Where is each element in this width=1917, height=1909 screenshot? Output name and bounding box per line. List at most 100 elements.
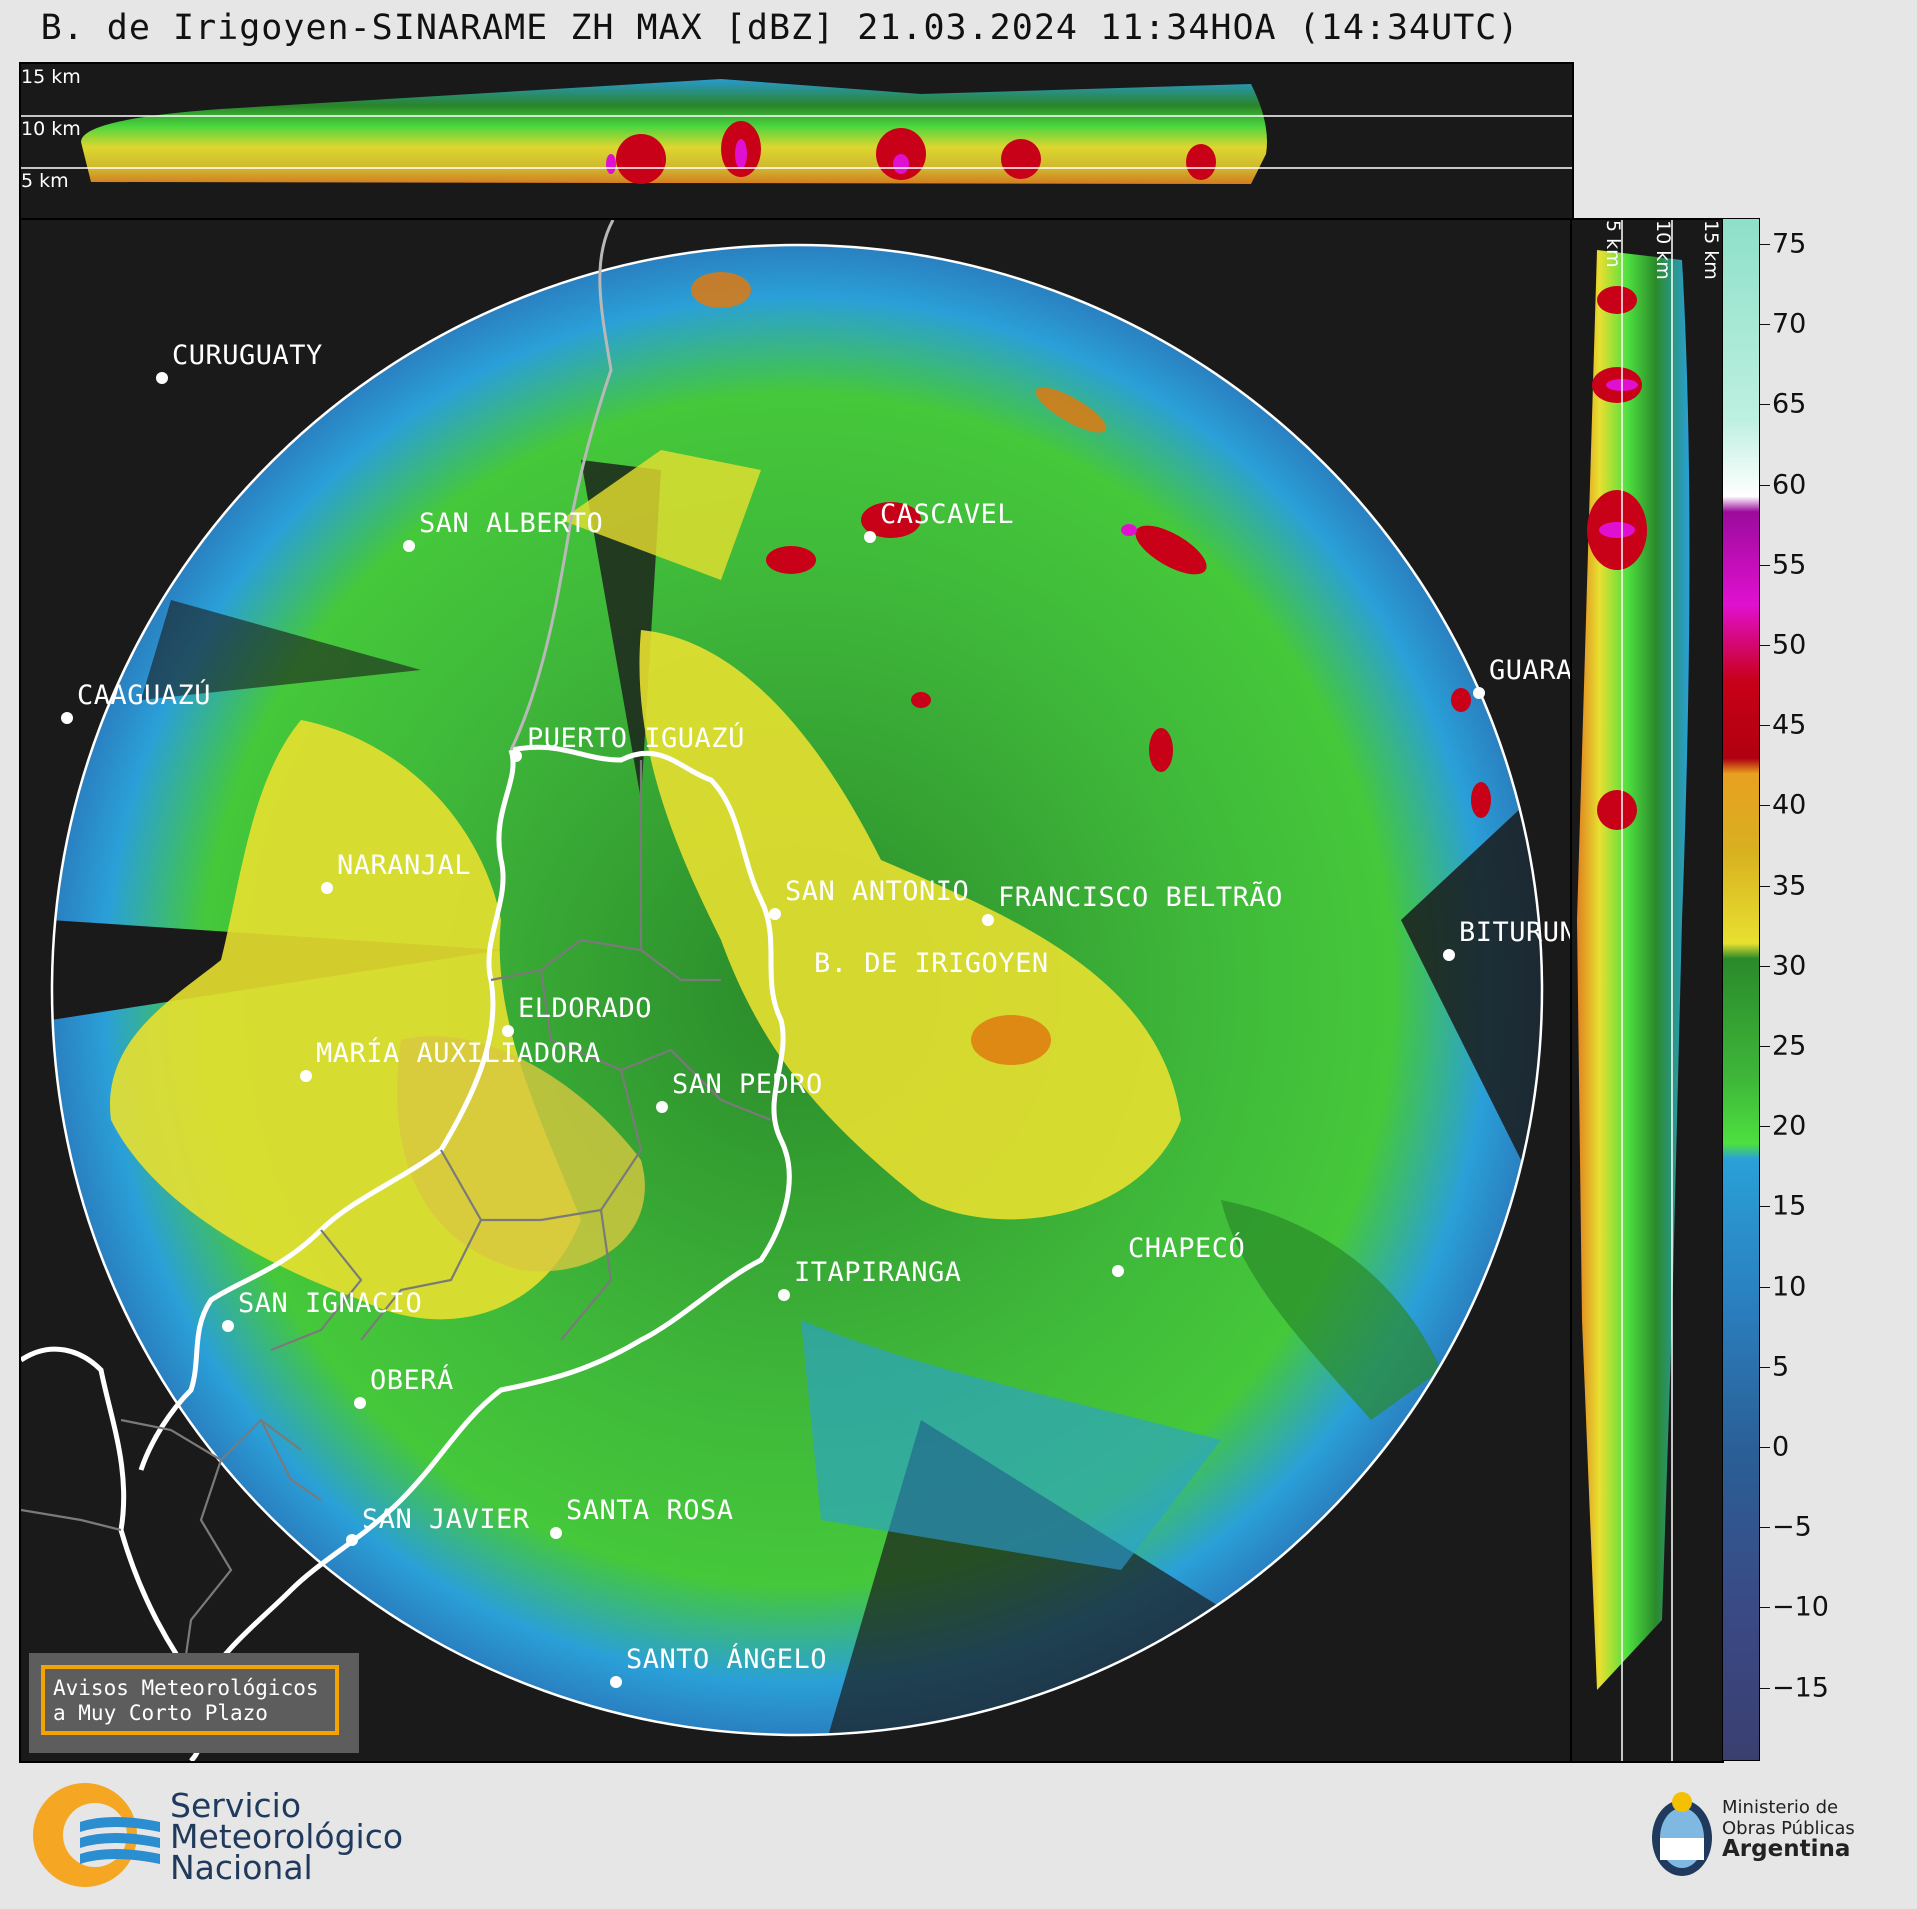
city-marker-bituruna bbox=[1443, 949, 1455, 961]
colorbar-tick bbox=[1760, 1366, 1770, 1368]
colorbar-tick-label: −5 bbox=[1772, 1511, 1812, 1543]
city-label-chapeco: CHAPECÓ bbox=[1128, 1233, 1246, 1264]
colorbar-tick-label: 0 bbox=[1772, 1431, 1790, 1463]
colorbar-tick bbox=[1760, 1286, 1770, 1288]
city-marker-santo-angelo bbox=[610, 1676, 622, 1688]
city-label-cascavel: CASCAVEL bbox=[880, 499, 1015, 530]
right-cross-section: 5 km 10 km 15 km bbox=[1570, 218, 1724, 1763]
colorbar-tick-label: 50 bbox=[1772, 629, 1807, 661]
altitude-label-5km: 5 km bbox=[21, 170, 69, 192]
colorbar-tick bbox=[1760, 885, 1770, 887]
city-label-san-ignacio: SAN IGNACIO bbox=[238, 1288, 423, 1319]
colorbar-tick bbox=[1760, 324, 1770, 326]
colorbar-tick-label: 10 bbox=[1772, 1271, 1807, 1303]
colorbar-tick bbox=[1760, 645, 1770, 646]
right-altitude-15km: 15 km bbox=[1700, 220, 1722, 280]
colorbar-tick bbox=[1760, 805, 1770, 807]
city-label-itapiranga: ITAPIRANGA bbox=[794, 1257, 962, 1288]
radar-map[interactable]: CURUGUATY SAN ALBERTO CASCAVEL CAAGUAZÚ … bbox=[19, 218, 1574, 1763]
altitude-label-15km: 15 km bbox=[21, 66, 81, 88]
colorbar-tick-label: 65 bbox=[1772, 388, 1807, 420]
city-marker-san-ignacio bbox=[222, 1320, 234, 1332]
warning-box[interactable]: Avisos Meteorológicos a Muy Corto Plazo bbox=[29, 1653, 359, 1753]
smn-line-3: Nacional bbox=[170, 1848, 313, 1887]
ministry-text: Ministerio de Obras Públicas Argentina bbox=[1722, 1797, 1855, 1861]
colorbar-tick-label: 45 bbox=[1772, 709, 1807, 741]
city-marker-puerto-iguazu bbox=[510, 750, 522, 762]
warning-box-frame: Avisos Meteorológicos a Muy Corto Plazo bbox=[41, 1665, 339, 1735]
city-marker-caaguazu bbox=[61, 712, 73, 724]
colorbar-tick bbox=[1760, 484, 1770, 486]
city-marker-naranjal bbox=[321, 882, 333, 894]
city-marker-obera bbox=[354, 1397, 366, 1409]
radar-site-label: B. DE IRIGOYEN bbox=[814, 948, 1049, 979]
colorbar-tick bbox=[1760, 1206, 1770, 1208]
city-label-san-alberto: SAN ALBERTO bbox=[419, 508, 604, 539]
colorbar-tick-label: 5 bbox=[1772, 1351, 1790, 1383]
city-marker-francisco-beltrao bbox=[982, 914, 994, 926]
warning-line-2: a Muy Corto Plazo bbox=[53, 1701, 268, 1725]
city-label-francisco-beltrao: FRANCISCO BELTRÃO bbox=[998, 882, 1283, 913]
top-cross-section-graphic bbox=[21, 79, 1572, 184]
smn-line-1: Servicio bbox=[170, 1786, 302, 1825]
city-label-eldorado: ELDORADO bbox=[518, 993, 653, 1024]
altitude-label-10km: 10 km bbox=[21, 118, 81, 140]
colorbar-tick-label: 70 bbox=[1772, 308, 1807, 340]
colorbar-tick bbox=[1760, 1447, 1770, 1448]
colorbar-tick-label: 15 bbox=[1772, 1190, 1807, 1222]
ministry-line-3: Argentina bbox=[1722, 1836, 1855, 1862]
colorbar-tick bbox=[1760, 244, 1770, 245]
city-label-san-antonio: SAN ANTONIO bbox=[785, 876, 970, 907]
colorbar-tick-label: 25 bbox=[1772, 1030, 1807, 1062]
city-marker-eldorado bbox=[502, 1025, 514, 1037]
city-label-bituruna: BITURUN bbox=[1459, 917, 1574, 948]
color-scale-bar bbox=[1722, 218, 1760, 1761]
city-label-guarapuava: GUARA bbox=[1489, 655, 1573, 686]
colorbar-tick-label: 60 bbox=[1772, 469, 1807, 501]
city-label-curuguaty: CURUGUATY bbox=[172, 340, 323, 371]
colorbar-tick-label: −15 bbox=[1772, 1672, 1829, 1704]
colorbar-tick bbox=[1760, 1527, 1770, 1529]
right-cross-section-graphic bbox=[1577, 220, 1690, 1761]
radar-map-graphic bbox=[21, 220, 1544, 1761]
colorbar-tick-label: 55 bbox=[1772, 549, 1807, 581]
city-label-caaguazu: CAAGUAZÚ bbox=[77, 680, 212, 711]
city-marker-itapiranga bbox=[778, 1289, 790, 1301]
city-marker-san-alberto bbox=[403, 540, 415, 552]
city-label-maria-auxiliadora: MARÍA AUXILIADORA bbox=[316, 1038, 601, 1069]
city-marker-chapeco bbox=[1112, 1265, 1124, 1277]
ministry-line-3-text: Argentina bbox=[1722, 1836, 1851, 1862]
warning-line-1: Avisos Meteorológicos bbox=[53, 1676, 319, 1700]
city-label-puerto-iguazu: PUERTO IGUAZÚ bbox=[527, 723, 745, 754]
city-marker-curuguaty bbox=[156, 372, 168, 384]
colorbar-tick-label: 20 bbox=[1772, 1110, 1807, 1142]
city-label-san-javier: SAN JAVIER bbox=[362, 1504, 530, 1535]
colorbar-tick bbox=[1760, 1607, 1770, 1609]
colorbar-tick bbox=[1760, 1687, 1770, 1689]
city-label-santa-rosa: SANTA ROSA bbox=[566, 1495, 734, 1526]
right-altitude-5km: 5 km bbox=[1602, 220, 1624, 268]
smn-logo-text: Servicio Meteorológico Nacional bbox=[170, 1786, 404, 1887]
colorbar-tick bbox=[1760, 404, 1770, 406]
ministry-line-1: Ministerio de bbox=[1722, 1797, 1839, 1818]
city-label-obera: OBERÁ bbox=[370, 1365, 454, 1396]
ministry-seal bbox=[1652, 1792, 1712, 1876]
city-marker-cascavel bbox=[864, 531, 876, 543]
ministry-line-2: Obras Públicas bbox=[1722, 1818, 1855, 1839]
city-marker-maria-auxiliadora bbox=[300, 1070, 312, 1082]
city-label-san-pedro: SAN PEDRO bbox=[672, 1069, 823, 1100]
colorbar-tick bbox=[1760, 725, 1770, 727]
city-marker-san-antonio bbox=[769, 908, 781, 920]
colorbar-tick bbox=[1760, 965, 1770, 967]
city-marker-guarapuava bbox=[1473, 687, 1485, 699]
right-altitude-10km: 10 km bbox=[1652, 220, 1674, 280]
colorbar-tick bbox=[1760, 1046, 1770, 1047]
city-marker-san-pedro bbox=[656, 1101, 668, 1113]
colorbar-tick-label: −10 bbox=[1772, 1591, 1829, 1623]
page-title: B. de Irigoyen-SINARAME ZH MAX [dBZ] 21.… bbox=[40, 8, 1520, 48]
city-marker-san-javier bbox=[346, 1534, 358, 1546]
smn-line-2: Meteorológico bbox=[170, 1817, 404, 1856]
smn-logo bbox=[33, 1783, 160, 1887]
city-label-santo-angelo: SANTO ÁNGELO bbox=[626, 1644, 828, 1675]
colorbar-tick bbox=[1760, 1126, 1770, 1128]
